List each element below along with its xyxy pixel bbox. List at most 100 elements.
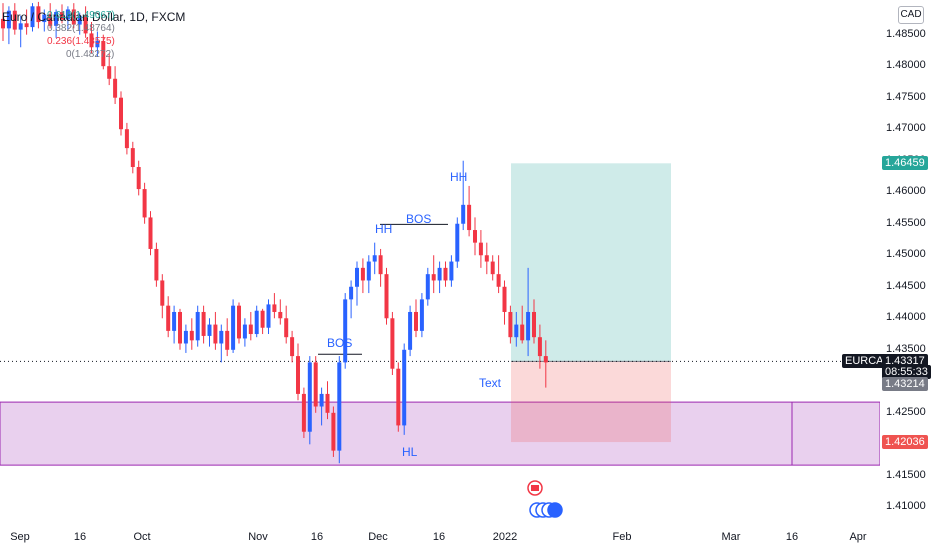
candle-body	[89, 33, 94, 48]
candle-body	[473, 230, 477, 243]
candle-body	[526, 311, 531, 341]
candle-body	[107, 66, 112, 79]
candle-body	[30, 6, 35, 28]
candle-body	[119, 97, 123, 130]
candle-body	[360, 267, 365, 281]
price-tick-label: 1.48500	[886, 27, 926, 40]
candle-body	[1, 18, 5, 29]
candle-body	[231, 305, 236, 350]
candle-body	[6, 10, 11, 29]
bos-label-1[interactable]: BOS	[327, 336, 353, 350]
candle-body	[502, 286, 507, 312]
candle-body	[419, 299, 424, 331]
candle-body	[402, 349, 407, 426]
position-loss-zone	[511, 361, 671, 443]
candle-body	[207, 324, 212, 336]
candle-body	[172, 311, 177, 331]
fib-level-label[interactable]: 0(1.48272)	[66, 49, 115, 60]
candle-body	[390, 318, 395, 369]
time-tick-label: 2022	[492, 531, 518, 543]
candle-body	[532, 311, 536, 338]
symbol-title[interactable]: Euro / Canadian Dollar, 1D, FXCM	[2, 10, 186, 24]
candle-body	[414, 311, 418, 331]
time-axis[interactable]: Sep 16 Oct Nov 16 Dec 16 2022 Feb Mar 16 Apr	[0, 525, 880, 550]
candle-body	[225, 330, 230, 350]
time-tick-label: 16	[432, 531, 446, 543]
candle-body	[467, 204, 472, 231]
candle-body	[154, 248, 159, 281]
candle-body	[148, 217, 153, 249]
fib-level-label[interactable]: 0.618(1.49067)	[47, 10, 115, 21]
candle-body	[478, 242, 483, 256]
candle-body	[272, 304, 277, 312]
bos-label-2[interactable]: BOS	[406, 212, 432, 226]
candle-body	[266, 304, 271, 328]
candle-body	[313, 362, 318, 407]
hh-label-2[interactable]: HH	[450, 170, 468, 184]
candle-body	[461, 204, 466, 224]
price-tag: 1.42036	[882, 435, 928, 450]
candle-body	[42, 14, 47, 23]
price-tick-label: 1.41000	[886, 500, 926, 513]
candle-body	[83, 15, 88, 34]
candle-body	[136, 167, 141, 190]
price-tick-label: 1.41500	[886, 468, 926, 481]
candle-body	[213, 324, 218, 344]
candle-body	[12, 10, 17, 30]
text-note-label[interactable]: Text	[479, 376, 502, 390]
candle-body	[349, 286, 354, 300]
candle-body	[437, 267, 442, 281]
candle-body	[36, 6, 41, 23]
currency-button[interactable]: CAD	[898, 6, 924, 24]
candle-body	[195, 311, 200, 341]
candle-body	[54, 11, 59, 26]
time-tick-label: 16	[785, 531, 799, 543]
fib-level-label[interactable]: 0.382(1.48764)	[47, 23, 115, 34]
chart-pane[interactable]: Euro / Canadian Dollar, 1D, FXCM 0.618(1…	[0, 0, 880, 525]
candle-body	[455, 223, 460, 262]
candle-body	[307, 362, 312, 432]
candle-body	[113, 78, 118, 98]
price-chart[interactable]	[0, 0, 880, 525]
candle-body	[355, 267, 359, 287]
candle-body	[319, 393, 324, 407]
candle-body	[301, 393, 306, 432]
price-tick-label: 1.45500	[886, 216, 926, 229]
price-axis[interactable]: CAD 1.485001.480001.475001.470001.465001…	[842, 0, 932, 525]
hl-label[interactable]: HL	[402, 445, 418, 459]
time-tick-label: Nov	[248, 531, 268, 543]
candle-body	[443, 267, 448, 281]
fib-level-label[interactable]: 0.236(1.48575)	[47, 36, 115, 47]
candle-body	[378, 255, 383, 275]
price-tag: 1.43214	[882, 377, 928, 392]
candle-body	[425, 274, 430, 300]
price-tag: 08:55:33	[882, 364, 931, 379]
candle-body	[95, 40, 100, 48]
candle-body	[296, 356, 300, 394]
candle-body	[189, 330, 194, 341]
price-tick-label: 1.42500	[886, 405, 926, 418]
price-tag: EURCAD	[842, 354, 895, 369]
candle-body	[18, 23, 23, 30]
price-tick-label: 1.44500	[886, 279, 926, 292]
demand-zone	[0, 401, 880, 466]
candle-body	[508, 311, 513, 338]
price-tag: 1.46459	[882, 156, 928, 171]
candle-body	[142, 189, 147, 218]
candle-body	[242, 324, 247, 339]
time-tick-label: Feb	[612, 531, 632, 543]
time-tick-label: Oct	[133, 531, 151, 543]
price-tag: 1.43317	[882, 354, 928, 369]
candle-body	[219, 330, 224, 344]
events-cluster[interactable]	[525, 480, 570, 522]
candle-body	[60, 11, 64, 20]
candle-body	[520, 324, 525, 341]
candle-body	[254, 310, 259, 335]
candle-body	[496, 274, 501, 287]
candle-body	[130, 148, 135, 168]
price-tick-label: 1.44000	[886, 311, 926, 324]
candle-body	[71, 9, 76, 25]
hh-label-1[interactable]: HH	[375, 222, 393, 236]
time-tick-label: Dec	[368, 531, 388, 543]
candle-body	[101, 40, 106, 67]
